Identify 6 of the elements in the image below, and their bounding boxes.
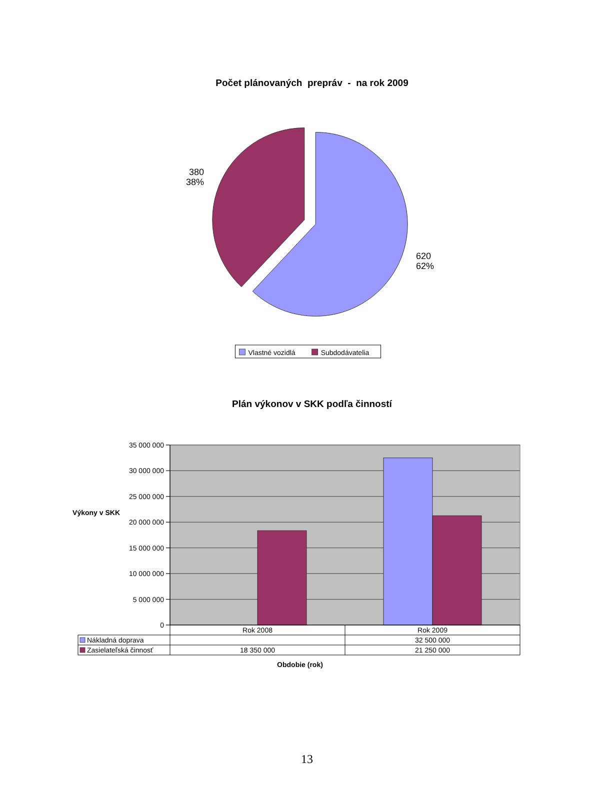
- chart-title: Plán výkonov v SKK podľa činností: [232, 399, 392, 410]
- data-label: 380 38%: [186, 167, 204, 188]
- text: 13: [301, 752, 313, 766]
- chart-title: Počet plánovaných prepráv - na rok 2009: [216, 78, 408, 89]
- bar: [257, 530, 307, 626]
- data-label: 620 62%: [416, 250, 434, 271]
